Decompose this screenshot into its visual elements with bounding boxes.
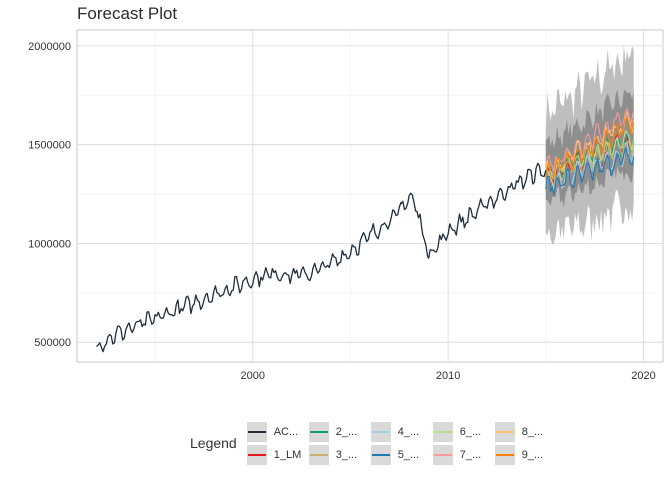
- legend-key-2: [246, 444, 267, 465]
- legend-label-3: 2_...: [335, 425, 358, 438]
- prediction-band-inner: [545, 89, 634, 208]
- legend-entry-1: AC...: [246, 421, 309, 442]
- legend-entry-5: 4_...: [370, 421, 433, 442]
- y-axis: 500000 1000000 1500000 2000000: [28, 41, 71, 349]
- legend-entry-8: 7_...: [432, 444, 495, 465]
- legend-key-line-8: [433, 453, 452, 456]
- legend: Legend AC... 1_LM 2_... 3_... 4_... 5_... 6_..…: [190, 420, 557, 466]
- legend-entry-4: 3_...: [308, 444, 371, 465]
- legend-label-4: 3_...: [335, 448, 358, 461]
- legend-key-line-3: [309, 430, 328, 433]
- legend-title: Legend: [190, 435, 237, 451]
- legend-entry-9: 8_...: [494, 421, 557, 442]
- legend-label-7: 6_...: [459, 425, 482, 438]
- legend-key-line-2: [247, 453, 266, 456]
- legend-key-3: [308, 421, 329, 442]
- x-tick-label-2000: 2000: [241, 370, 265, 382]
- legend-key-line-10: [495, 453, 514, 456]
- legend-entry-3: 2_...: [308, 421, 371, 442]
- forecast-line-7: [545, 108, 635, 174]
- legend-key-9: [494, 421, 515, 442]
- chart-title: Forecast Plot: [77, 4, 178, 23]
- x-axis: 2000 2010 2020: [241, 370, 656, 382]
- forecast-line-9: [545, 117, 635, 181]
- legend-entry-7: 6_...: [432, 421, 495, 442]
- forecast-line-4: [545, 142, 635, 191]
- legend-entries: AC... 1_LM 2_... 3_... 4_... 5_... 6_... 7_... 8…: [246, 421, 557, 465]
- actual-line: [96, 162, 547, 353]
- legend-key-6: [370, 444, 391, 465]
- legend-label-9: 8_...: [521, 425, 544, 438]
- legend-label-8: 7_...: [459, 448, 482, 461]
- legend-label-10: 9_...: [521, 448, 544, 461]
- legend-key-8: [432, 444, 453, 465]
- major-gridlines: [77, 30, 663, 362]
- legend-key-1: [246, 421, 267, 442]
- legend-label-5: 4_...: [397, 425, 420, 438]
- forecast-lines-layer: [545, 108, 635, 196]
- y-tick-label-1000000: 1000000: [28, 238, 71, 250]
- legend-key-line-1: [247, 430, 266, 433]
- x-tick-label-2020: 2020: [631, 370, 655, 382]
- legend-key-line-5: [371, 430, 390, 433]
- x-tick-label-2010: 2010: [436, 370, 460, 382]
- y-tick-label-500000: 500000: [34, 337, 71, 349]
- y-tick-label-2000000: 2000000: [28, 41, 71, 53]
- legend-entry-6: 5_...: [370, 444, 433, 465]
- legend-key-line-4: [309, 453, 328, 456]
- actual-line-layer: [96, 162, 547, 353]
- legend-key-5: [370, 421, 391, 442]
- legend-key-10: [494, 444, 515, 465]
- legend-entry-10: 9_...: [494, 444, 557, 465]
- legend-key-7: [432, 421, 453, 442]
- legend-key-line-9: [495, 430, 514, 433]
- legend-key-line-7: [433, 430, 452, 433]
- legend-entry-2: 1_LM: [246, 444, 309, 465]
- legend-label-1: AC...: [273, 425, 299, 438]
- legend-key-4: [308, 444, 329, 465]
- y-tick-label-1500000: 1500000: [28, 140, 71, 152]
- legend-label-6: 5_...: [397, 448, 420, 461]
- legend-label-2: 1_LM: [273, 448, 302, 461]
- forecast-chart: 2000 2010 2020 500000 1000000 1500000 2000000: [28, 29, 664, 382]
- forecast-line-5: [545, 147, 635, 196]
- legend-key-line-6: [371, 453, 390, 456]
